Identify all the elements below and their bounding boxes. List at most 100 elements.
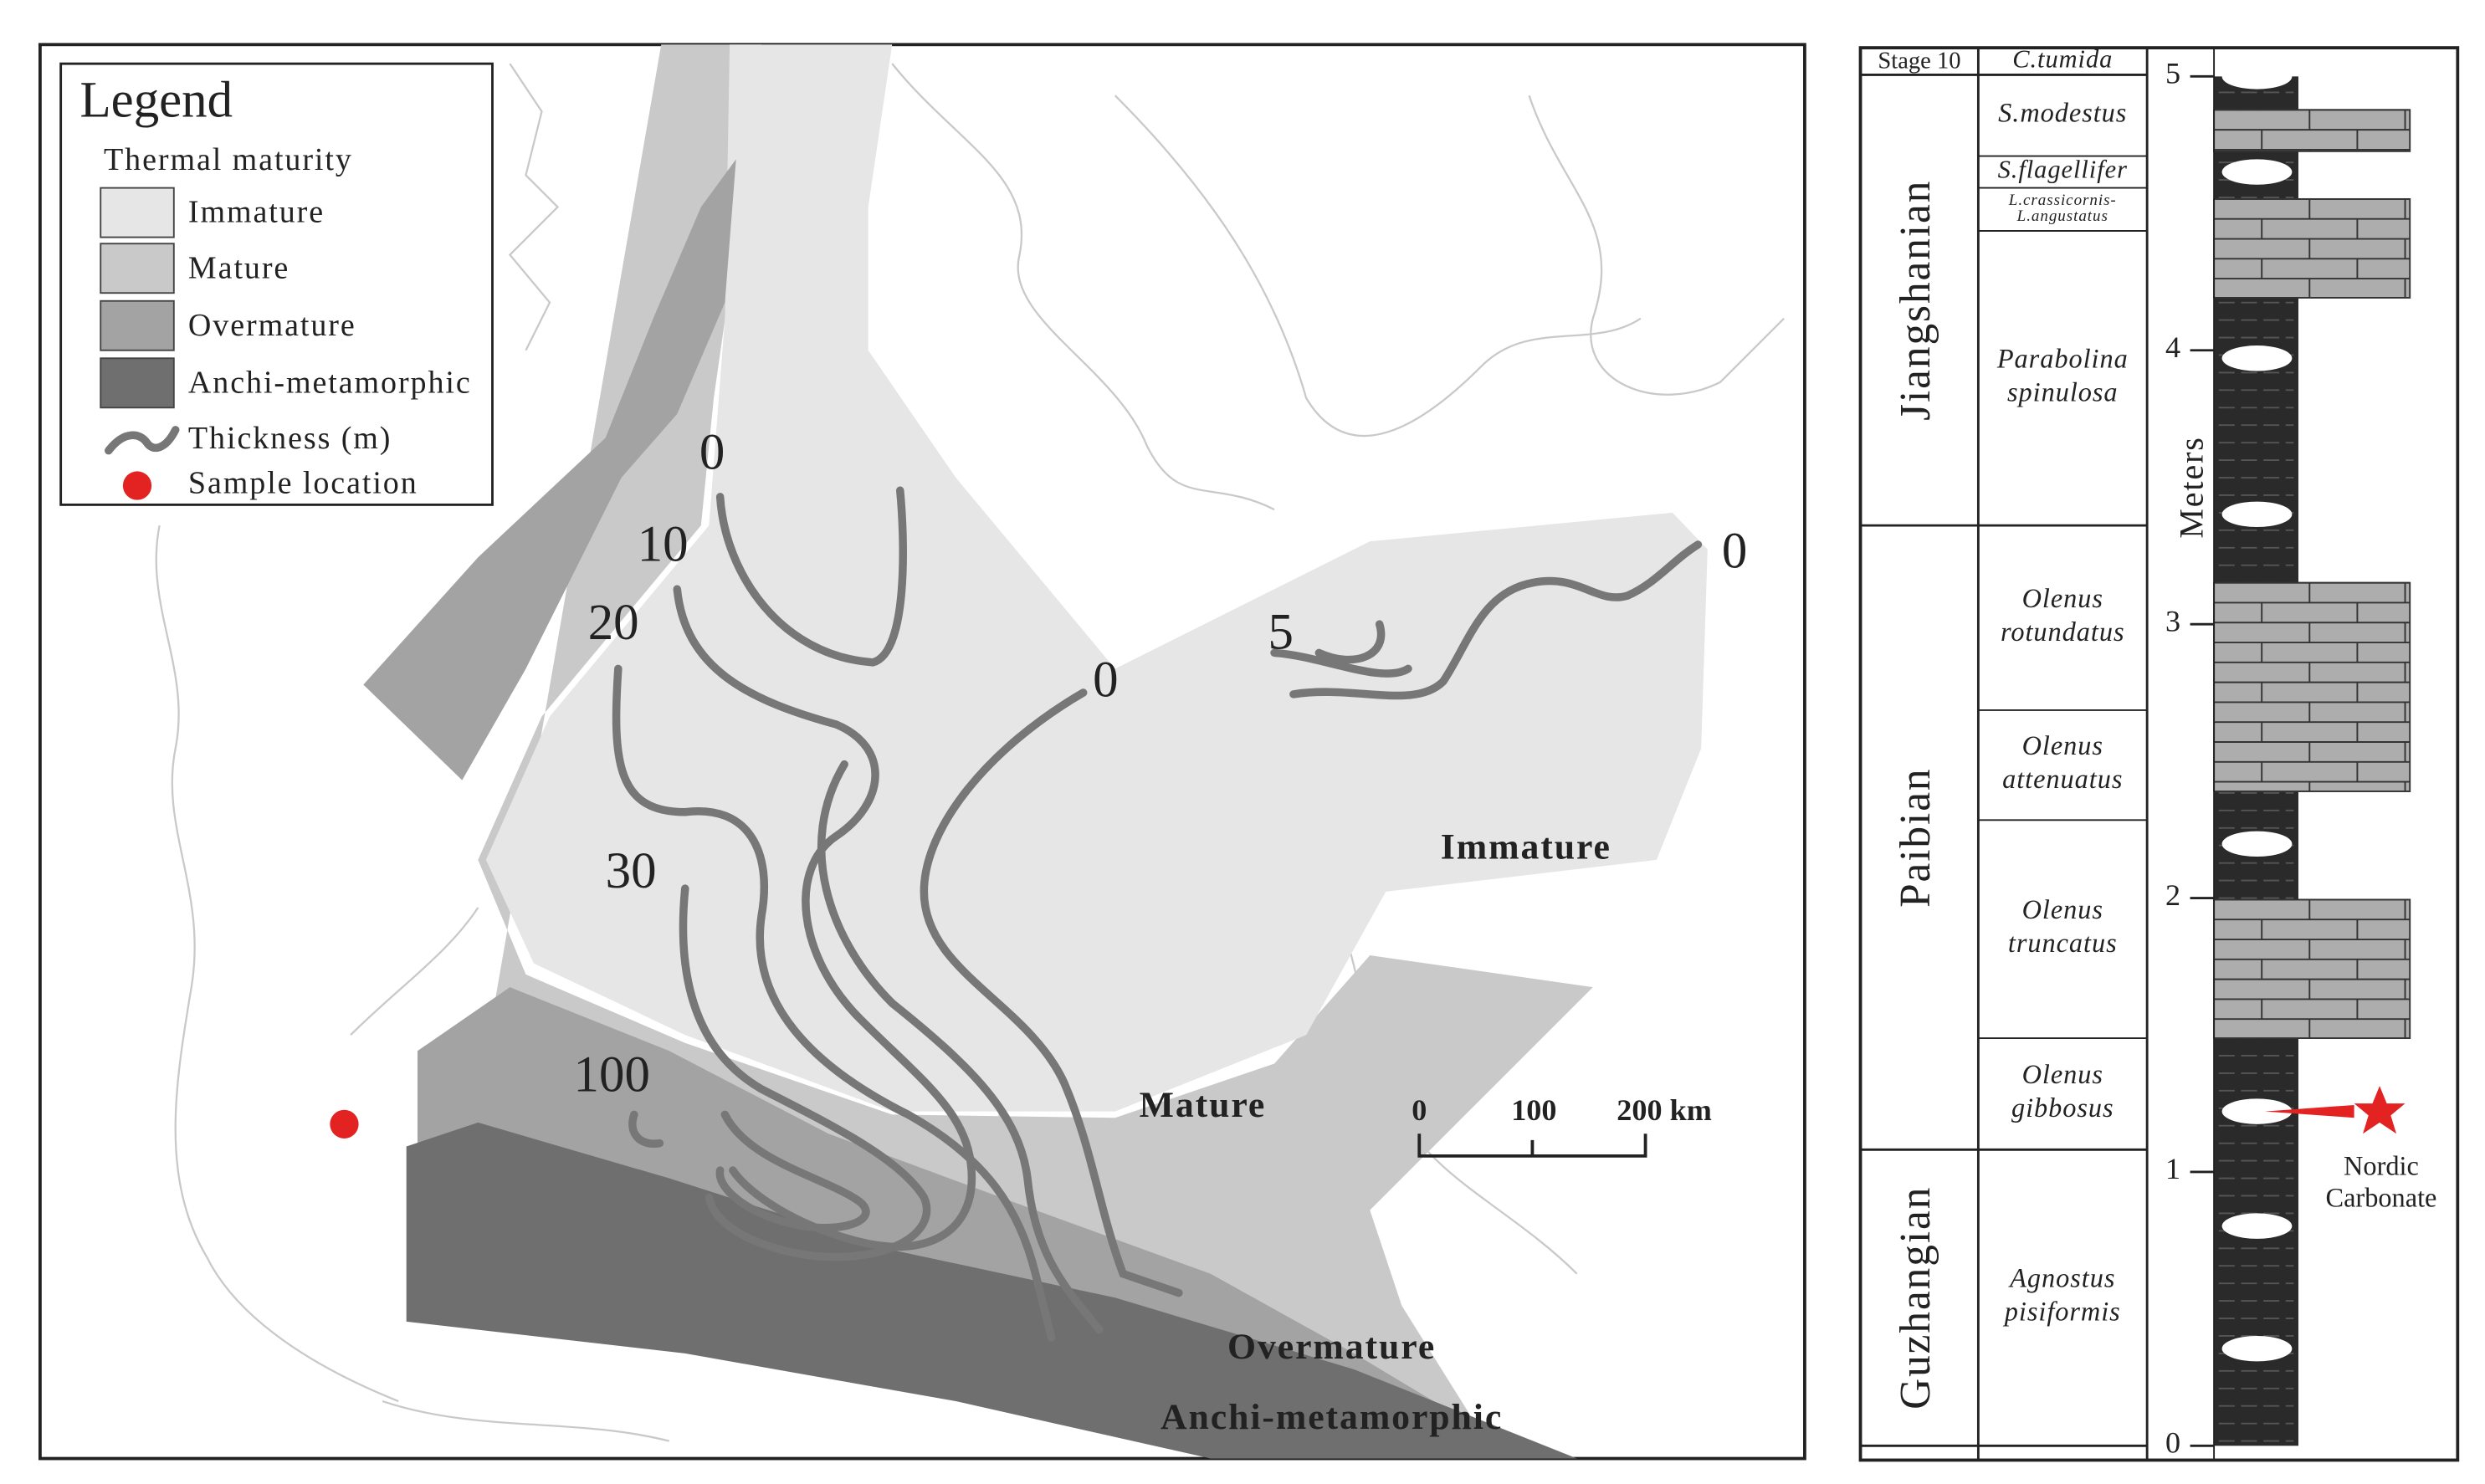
- contour-label: 10: [638, 517, 689, 573]
- zone-label: L.angustatus: [2016, 207, 2108, 225]
- contour: [1289, 540, 1703, 700]
- coastline: [350, 907, 670, 1442]
- contour: [1314, 620, 1386, 664]
- contour: [817, 760, 1104, 1334]
- legend-swatch: [100, 243, 175, 294]
- legend-title: Legend: [79, 73, 233, 129]
- contour: [612, 664, 1056, 1342]
- contour-label: 0: [1722, 523, 1747, 579]
- contour-label: 0: [699, 424, 725, 480]
- sample-arrow: [2265, 1104, 2354, 1118]
- legend-swatch: [100, 187, 175, 238]
- legend-swatch: [100, 299, 175, 351]
- legend-label: Sample location: [188, 465, 418, 500]
- scale-label: 100: [1511, 1093, 1556, 1127]
- overmature-zone: [363, 159, 736, 780]
- zone-label: Olenus: [2022, 583, 2103, 613]
- zone-label: Mature: [1140, 1085, 1267, 1125]
- series-label: Guzhangian: [1892, 1186, 1939, 1410]
- axis-label: Meters: [2172, 436, 2210, 538]
- legend-sample-icon: [122, 471, 152, 500]
- limestone: [2213, 898, 2411, 1039]
- coastline: [1528, 95, 1785, 396]
- coastline: [155, 525, 399, 1403]
- legend: Legend Thermal maturity Immature Mature …: [59, 62, 494, 506]
- tick-label: 3: [2165, 604, 2180, 637]
- zone-label: Olenus: [2022, 894, 2103, 924]
- zone-label: truncatus: [2008, 928, 2118, 958]
- annotation: Carbonate: [2325, 1183, 2436, 1213]
- lens: [2221, 1098, 2293, 1124]
- lens: [2221, 501, 2293, 528]
- zone-label: attenuatus: [2002, 764, 2123, 794]
- sample-location: [330, 1109, 359, 1139]
- zone-label: Immature: [1441, 826, 1611, 867]
- scale-label: 0: [1412, 1093, 1427, 1127]
- limestone: [2213, 197, 2411, 299]
- series-label: Paibian: [1892, 767, 1939, 907]
- scale-bar-line: [1417, 1133, 1647, 1158]
- legend-contour-icon: [104, 426, 180, 455]
- coastline: [1114, 95, 1642, 438]
- lens: [2221, 1335, 2293, 1362]
- scale-bar: 0 100 200 km: [1412, 1093, 1712, 1158]
- zone-label: C.tumida: [2012, 44, 2113, 73]
- immature-zone: [485, 44, 1708, 1112]
- zone-label: spinulosa: [2007, 376, 2119, 407]
- zone-label: S.modestus: [1998, 97, 2127, 127]
- contour-label: 20: [588, 595, 639, 651]
- lens: [2221, 831, 2293, 857]
- thickness-contours: [612, 486, 1703, 1342]
- zone-label: pisiformis: [2003, 1297, 2121, 1327]
- coastline: [891, 63, 1275, 511]
- legend-subtitle: Thermal maturity: [104, 142, 353, 177]
- contour: [679, 884, 931, 1261]
- zone-label: Parabolina: [1996, 344, 2129, 374]
- lens: [2221, 1213, 2293, 1239]
- zone-label: L.crassicornis-: [2008, 192, 2117, 209]
- legend-label: Anchi-metamorphic: [188, 365, 472, 400]
- zone-label: Olenus: [2022, 1059, 2103, 1089]
- lens: [2221, 345, 2293, 371]
- limestone: [2213, 581, 2411, 792]
- zone-label: gibbosus: [2011, 1093, 2114, 1123]
- contour-label: 30: [606, 843, 657, 899]
- series-label: Stage 10: [1878, 49, 1960, 74]
- anchi-metamorphic-zone: [406, 1122, 1577, 1459]
- stratigraphic-column: Stage 10 Jiangshanian Paibian Guzhangian C.t…: [1858, 44, 2460, 1462]
- series-label: Jiangshanian: [1892, 180, 1939, 421]
- zone-label: S.flagellifer: [1998, 156, 2128, 184]
- legend-swatch: [100, 357, 175, 409]
- contour-label: 5: [1268, 604, 1293, 660]
- legend-label: Mature: [188, 250, 289, 285]
- annotation: Nordic: [2344, 1151, 2419, 1181]
- legend-label: Overmature: [188, 308, 356, 343]
- contour-label: 0: [1093, 652, 1118, 708]
- tick-label: 5: [2165, 57, 2180, 90]
- map: 0 10 20 0 5 0 30 100 Immature Mature Ove…: [38, 43, 1806, 1461]
- contour: [715, 486, 907, 667]
- legend-label: Thickness (m): [188, 421, 392, 456]
- coastline: [508, 63, 560, 351]
- sample-star: [2354, 1086, 2406, 1134]
- zone-label: rotundatus: [2001, 617, 2125, 647]
- tick-label: 4: [2165, 330, 2180, 364]
- tick-label: 2: [2165, 878, 2180, 912]
- lens: [2221, 64, 2293, 90]
- contour: [920, 688, 1183, 1297]
- scale-label: 200 km: [1617, 1093, 1712, 1127]
- lens: [2221, 159, 2293, 185]
- contour: [628, 1110, 664, 1148]
- zone-label: Anchi-metamorphic: [1161, 1397, 1503, 1437]
- legend-label: Immature: [188, 195, 325, 230]
- tick-label: 0: [2165, 1426, 2180, 1460]
- contour: [715, 1110, 870, 1232]
- tick-label: 1: [2165, 1152, 2180, 1185]
- zone-label: Olenus: [2022, 730, 2103, 760]
- contour: [1270, 648, 1412, 678]
- contour-label: 100: [574, 1046, 650, 1103]
- contour: [673, 585, 976, 1251]
- zone-label: Agnostus: [2008, 1263, 2115, 1293]
